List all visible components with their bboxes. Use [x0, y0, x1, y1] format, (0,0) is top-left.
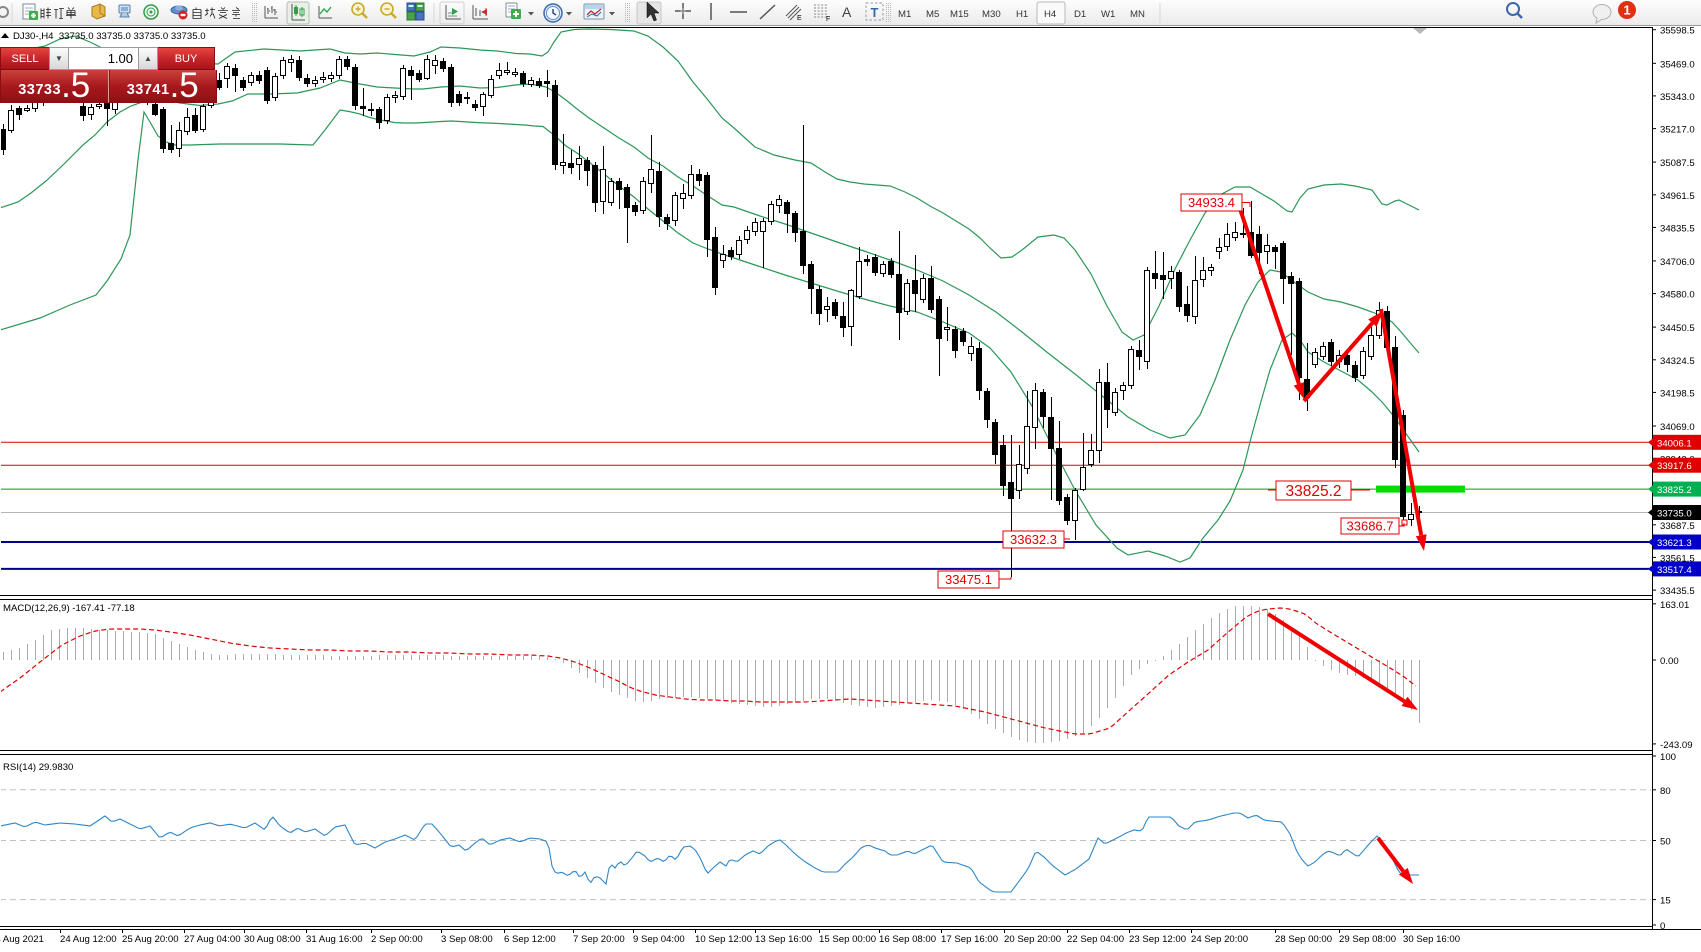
svg-text:F: F — [826, 16, 830, 23]
svg-text:M15: M15 — [950, 9, 969, 20]
svg-text:20 Sep 20:00: 20 Sep 20:00 — [1004, 934, 1061, 945]
svg-text:34450.5: 34450.5 — [1660, 323, 1695, 334]
svg-text:33687.5: 33687.5 — [1660, 521, 1695, 532]
svg-text:33621.3: 33621.3 — [1657, 538, 1692, 549]
svg-text:2 Sep 00:00: 2 Sep 00:00 — [371, 934, 423, 945]
svg-text:0.00: 0.00 — [1660, 656, 1679, 667]
svg-text:33825.2: 33825.2 — [1285, 483, 1341, 500]
svg-text:25 Aug 20:00: 25 Aug 20:00 — [122, 934, 179, 945]
svg-text:34961.5: 34961.5 — [1660, 191, 1695, 202]
svg-text:3 Sep 08:00: 3 Sep 08:00 — [441, 934, 493, 945]
svg-text:35217.0: 35217.0 — [1660, 125, 1695, 136]
svg-text:34580.0: 34580.0 — [1660, 290, 1695, 301]
svg-text:35087.5: 35087.5 — [1660, 158, 1695, 169]
svg-text:22 Sep 04:00: 22 Sep 04:00 — [1067, 934, 1124, 945]
svg-text:MACD(12,26,9) -167.41 -77.18: MACD(12,26,9) -167.41 -77.18 — [3, 603, 135, 614]
svg-text:17 Sep 16:00: 17 Sep 16:00 — [941, 934, 998, 945]
svg-text:M5: M5 — [926, 9, 939, 20]
svg-text:33435.5: 33435.5 — [1660, 586, 1695, 597]
svg-text:33735.0: 33735.0 — [1657, 509, 1692, 520]
svg-text:23 Sep 12:00: 23 Sep 12:00 — [1129, 934, 1186, 945]
svg-text:50: 50 — [1660, 837, 1671, 848]
svg-text:163.01: 163.01 — [1660, 600, 1689, 611]
svg-text:27 Aug 04:00: 27 Aug 04:00 — [184, 934, 241, 945]
svg-text:13 Sep 16:00: 13 Sep 16:00 — [755, 934, 812, 945]
svg-text:16 Sep 08:00: 16 Sep 08:00 — [879, 934, 936, 945]
svg-text:29 Sep 08:00: 29 Sep 08:00 — [1339, 934, 1396, 945]
svg-text:28 Sep 00:00: 28 Sep 00:00 — [1275, 934, 1332, 945]
svg-text:34933.4: 34933.4 — [1188, 195, 1235, 210]
svg-text:35343.0: 35343.0 — [1660, 92, 1695, 103]
svg-text:33917.6: 33917.6 — [1657, 461, 1692, 472]
svg-text:1: 1 — [1623, 2, 1630, 17]
svg-text:30 Sep 16:00: 30 Sep 16:00 — [1403, 934, 1460, 945]
svg-text:33825.2: 33825.2 — [1657, 485, 1692, 496]
svg-text:T: T — [871, 5, 879, 20]
svg-text:M1: M1 — [898, 9, 911, 20]
svg-text:34006.1: 34006.1 — [1657, 438, 1692, 449]
svg-text:W1: W1 — [1101, 9, 1115, 20]
svg-text:34835.5: 34835.5 — [1660, 223, 1695, 234]
svg-text:30 Aug 08:00: 30 Aug 08:00 — [244, 934, 301, 945]
svg-text:33517.4: 33517.4 — [1657, 565, 1692, 576]
svg-text:33561.5: 33561.5 — [1660, 553, 1695, 564]
svg-text:0: 0 — [1660, 921, 1665, 932]
svg-text:A: A — [842, 4, 852, 20]
svg-text:33632.3: 33632.3 — [1010, 532, 1057, 547]
svg-text:35598.5: 35598.5 — [1660, 26, 1695, 37]
svg-text:-243.09: -243.09 — [1660, 740, 1693, 751]
svg-text:34324.5: 34324.5 — [1660, 356, 1695, 367]
svg-text:10 Sep 12:00: 10 Sep 12:00 — [695, 934, 752, 945]
svg-text:80: 80 — [1660, 786, 1671, 797]
svg-text:M30: M30 — [982, 9, 1001, 20]
svg-text:24 Sep 20:00: 24 Sep 20:00 — [1191, 934, 1248, 945]
svg-text:33475.1: 33475.1 — [945, 572, 992, 587]
svg-text:7 Sep 20:00: 7 Sep 20:00 — [573, 934, 625, 945]
svg-text:23 Aug 2021: 23 Aug 2021 — [0, 934, 44, 945]
svg-text:6 Sep 12:00: 6 Sep 12:00 — [504, 934, 556, 945]
svg-text:H4: H4 — [1044, 9, 1057, 20]
svg-text:RSI(14) 29.9830: RSI(14) 29.9830 — [3, 762, 73, 773]
svg-text:33686.7: 33686.7 — [1347, 519, 1394, 534]
svg-text:DJ30-,H4 33735.0 33735.0 3373: DJ30-,H4 33735.0 33735.0 33735.0 33735.0 — [13, 31, 206, 42]
svg-text:31 Aug 16:00: 31 Aug 16:00 — [306, 934, 363, 945]
svg-text:D1: D1 — [1074, 9, 1086, 20]
svg-text:E: E — [797, 15, 802, 22]
svg-text:9 Sep 04:00: 9 Sep 04:00 — [633, 934, 685, 945]
svg-text:100: 100 — [1660, 752, 1676, 763]
svg-text:34198.5: 34198.5 — [1660, 388, 1695, 399]
svg-text:15: 15 — [1660, 896, 1671, 907]
svg-text:35469.0: 35469.0 — [1660, 59, 1695, 70]
svg-text:24 Aug 12:00: 24 Aug 12:00 — [60, 934, 117, 945]
svg-text:15 Sep 00:00: 15 Sep 00:00 — [819, 934, 876, 945]
svg-text:34706.0: 34706.0 — [1660, 257, 1695, 268]
svg-text:34069.0: 34069.0 — [1660, 422, 1695, 433]
svg-text:H1: H1 — [1016, 9, 1028, 20]
svg-text:MN: MN — [1130, 9, 1145, 20]
